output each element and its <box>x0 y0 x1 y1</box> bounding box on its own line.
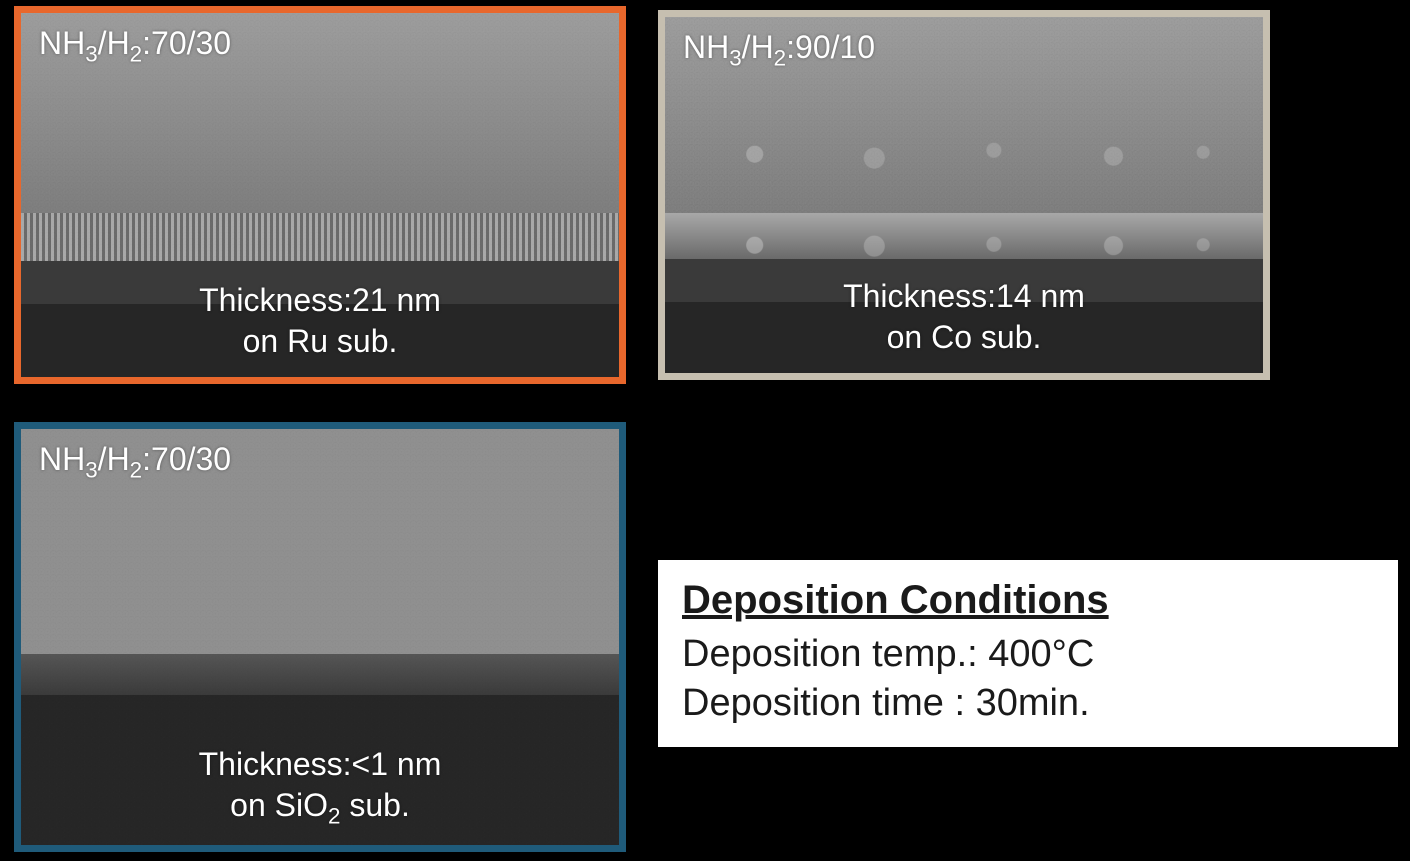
conditions-time-line: Deposition time : 30min. <box>682 682 1374 725</box>
gas-ratio-label: NH3/H2:90/10 <box>683 27 875 73</box>
deposition-conditions-box: Deposition Conditions Deposition temp.: … <box>658 560 1398 747</box>
substrate-text: on Co sub. <box>665 317 1263 359</box>
sem-granular-texture <box>665 213 1263 259</box>
thickness-text: Thickness:14 nm <box>665 276 1263 318</box>
thickness-text: Thickness:21 nm <box>21 280 619 322</box>
sem-panel-sio2: NH3/H2:70/30 Thickness:<1 nm on SiO2 sub… <box>14 422 626 852</box>
conditions-temp-line: Deposition temp.: 400°C <box>682 633 1374 676</box>
sem-noise-texture <box>21 213 619 260</box>
sem-image-sio2: NH3/H2:70/30 Thickness:<1 nm on SiO2 sub… <box>21 429 619 845</box>
thickness-substrate-label: Thickness:21 nm on Ru sub. <box>21 280 619 363</box>
sem-panel-co: NH3/H2:90/10 Thickness:14 nm on Co sub. <box>658 10 1270 380</box>
sem-panel-ru: NH3/H2:70/30 Thickness:21 nm on Ru sub. <box>14 6 626 384</box>
gas-ratio-label: NH3/H2:70/30 <box>39 439 231 485</box>
substrate-text: on SiO2 sub. <box>21 785 619 831</box>
thickness-substrate-label: Thickness:14 nm on Co sub. <box>665 276 1263 359</box>
sem-cross-section <box>665 213 1263 259</box>
sem-cross-section <box>21 213 619 260</box>
thickness-text: Thickness:<1 nm <box>21 744 619 786</box>
sem-image-co: NH3/H2:90/10 Thickness:14 nm on Co sub. <box>665 17 1263 373</box>
gas-ratio-label: NH3/H2:70/30 <box>39 23 231 69</box>
thickness-substrate-label: Thickness:<1 nm on SiO2 sub. <box>21 744 619 831</box>
substrate-text: on Ru sub. <box>21 321 619 363</box>
conditions-title: Deposition Conditions <box>682 578 1374 623</box>
sem-image-ru: NH3/H2:70/30 Thickness:21 nm on Ru sub. <box>21 13 619 377</box>
